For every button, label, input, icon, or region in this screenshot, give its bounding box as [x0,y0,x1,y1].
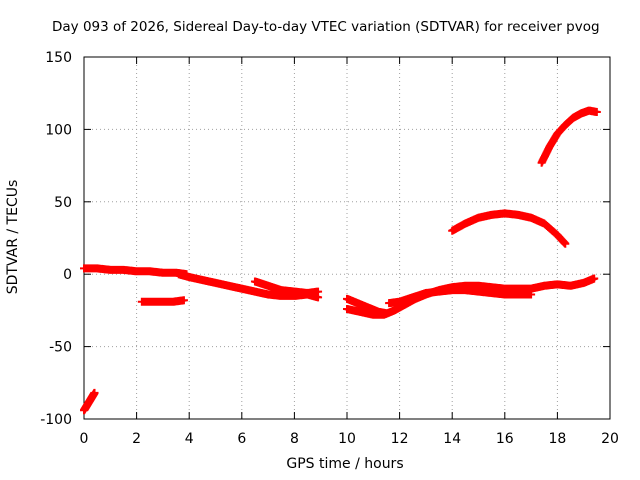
series-arc-5 [250,277,323,298]
x-tick-label: 4 [185,431,194,447]
series-arc-8 [385,286,536,308]
plus-markers [343,294,391,318]
plus-markers [537,106,601,167]
series-arc-9 [448,209,570,248]
series-arc-2 [80,264,191,279]
plus-markers [80,388,99,415]
y-tick-label: 100 [45,122,72,138]
series-arc-10 [537,106,601,167]
y-tick-label: 150 [45,50,72,66]
series-arc-4 [174,270,323,302]
plus-markers [174,270,323,302]
x-tick-label: 6 [237,431,246,447]
plus-markers [137,296,188,306]
series-arc-3 [137,296,188,306]
x-tick-label: 8 [290,431,299,447]
plus-markers [80,264,191,279]
plus-markers [385,286,536,308]
y-tick-label: 50 [54,195,72,211]
plus-markers [448,209,570,248]
y-tick-label: -50 [49,340,72,356]
series-arc-7 [343,294,391,318]
y-tick-label: 0 [63,267,72,283]
y-axis-label: SDTVAR / TECUs [5,179,21,295]
grid-lines [84,57,610,419]
y-tick-label: -100 [40,412,72,428]
series-arc-1 [80,388,99,415]
x-tick-label: 16 [496,431,514,447]
x-tick-label: 14 [443,431,461,447]
x-tick-label: 10 [338,431,356,447]
chart-title: Day 093 of 2026, Sidereal Day-to-day VTE… [52,19,600,35]
plus-markers [250,277,323,298]
x-tick-label: 18 [548,431,566,447]
axis-ticks: 0 2 4 6 8 10 12 14 16 18 20 -100 -50 0 50 100 150 [40,50,619,447]
x-axis-label: GPS time / hours [286,456,404,472]
x-tick-label: 2 [132,431,141,447]
data-points [80,106,601,415]
x-tick-label: 20 [601,431,619,447]
x-tick-label: 0 [80,431,89,447]
x-tick-label: 12 [391,431,409,447]
